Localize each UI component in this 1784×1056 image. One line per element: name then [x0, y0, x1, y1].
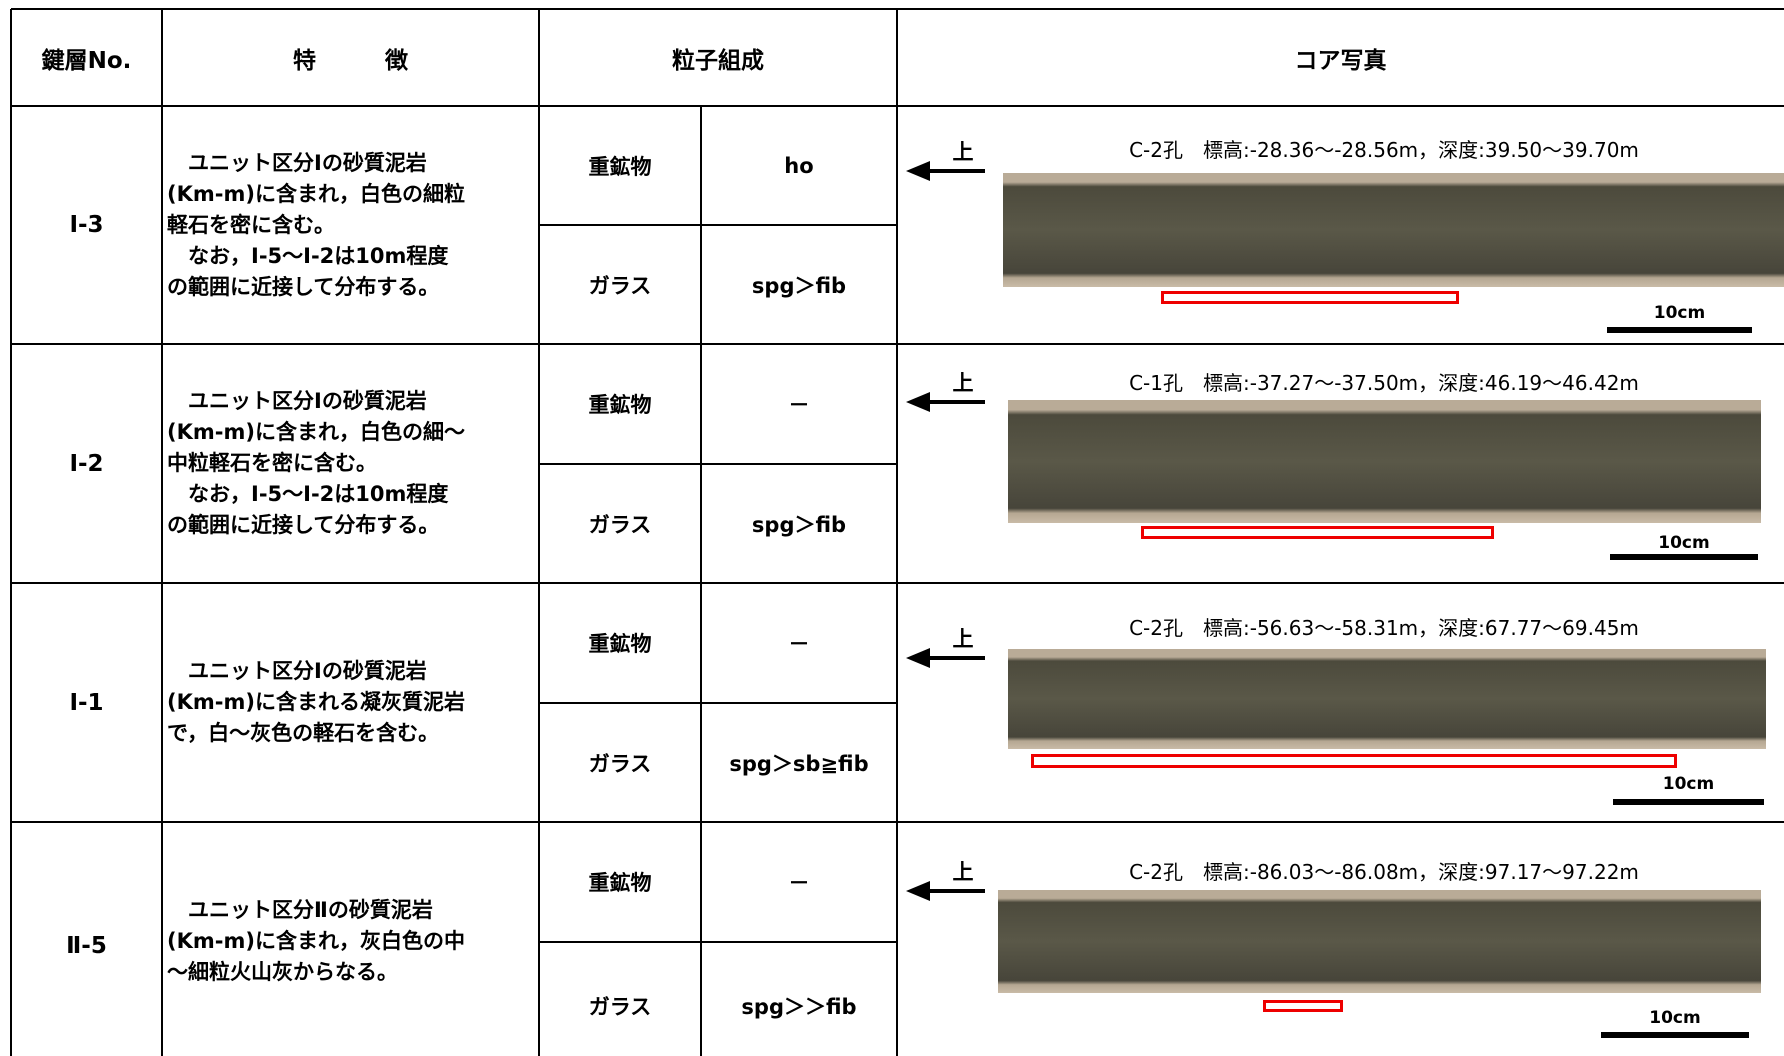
arrow-head — [906, 881, 930, 901]
heavy-label: 重鉱物 — [588, 393, 652, 417]
arrow-head — [906, 392, 930, 412]
column-border — [538, 9, 540, 1056]
arrow-shaft — [915, 656, 985, 660]
up-label: 上 — [952, 627, 974, 651]
sample-range — [1141, 526, 1494, 539]
up-label: 上 — [952, 860, 974, 884]
glass-value: spg＞＞fib — [741, 995, 857, 1019]
scale-label: 10cm — [1653, 303, 1706, 323]
feature-line: 中粒軽石を密に含む。 — [167, 451, 377, 475]
core-photo — [1008, 649, 1766, 749]
heavy-label: 重鉱物 — [588, 632, 652, 656]
arrow-shaft — [915, 400, 985, 404]
glass-label: ガラス — [588, 995, 652, 1019]
glass-value: spg＞sb≧fib — [729, 751, 869, 776]
core-photo — [1008, 400, 1761, 523]
sample-range — [1161, 291, 1459, 304]
arrow-shaft — [915, 889, 985, 893]
column-border — [700, 106, 702, 1056]
arrow-head — [906, 648, 930, 668]
feature-line: ユニット区分Ⅱの砂質泥岩 — [167, 897, 433, 922]
feature-line: (Km-m)に含まれ，白色の細粒 — [167, 181, 465, 206]
sample-range — [1031, 754, 1677, 768]
scale-bar — [1601, 1032, 1749, 1038]
feature-line: ユニット区分Ⅰの砂質泥岩 — [167, 659, 427, 683]
column-border — [896, 9, 898, 1056]
glass-label: ガラス — [588, 273, 652, 298]
key-no: Ⅰ-1 — [69, 689, 104, 716]
key-no: Ⅰ-2 — [69, 450, 104, 477]
sub-row-border — [539, 702, 897, 704]
up-label: 上 — [952, 371, 974, 395]
core-caption: C-2孔 標高:-28.36～-28.56m，深度:39.50～39.70m — [1129, 138, 1639, 162]
header-cell: コア写真 — [1294, 47, 1387, 74]
heavy-value: － — [788, 871, 810, 895]
header-cell: 粒子組成 — [672, 47, 764, 74]
core-photo — [998, 890, 1761, 993]
feature-line: で，白～灰色の軽石を含む。 — [167, 721, 440, 745]
scale-label: 10cm — [1649, 1008, 1701, 1028]
feature-line: ユニット区分Ⅰの砂質泥岩 — [167, 150, 427, 175]
glass-value: spg＞fib — [751, 273, 847, 298]
heavy-label: 重鉱物 — [588, 154, 652, 179]
feature-line: なお，Ⅰ-5～Ⅰ-2は10m程度 — [167, 482, 449, 506]
heavy-value: ho — [784, 153, 814, 178]
scale-bar — [1607, 327, 1752, 333]
feature-line: なお，Ⅰ-5～Ⅰ-2は10m程度 — [167, 243, 449, 268]
header-cell: 特 徴 — [293, 47, 408, 74]
key-no: Ⅱ-5 — [66, 933, 107, 959]
arrow-head — [906, 161, 930, 181]
sub-row-border — [539, 941, 897, 943]
up-label: 上 — [952, 140, 974, 164]
core-caption: C-1孔 標高:-37.27～-37.50m，深度:46.19～46.42m — [1129, 371, 1639, 395]
core-caption: C-2孔 標高:-56.63～-58.31m，深度:67.77～69.45m — [1129, 616, 1639, 640]
feature-line: ～細粒火山灰からなる。 — [167, 959, 398, 984]
sub-row-border — [539, 224, 897, 226]
core-photo — [1003, 173, 1784, 287]
scale-label: 10cm — [1662, 774, 1715, 794]
heavy-label: 重鉱物 — [588, 871, 652, 895]
glass-value: spg＞fib — [751, 512, 847, 537]
feature-line: ユニット区分Ⅰの砂質泥岩 — [167, 389, 427, 413]
feature-line: (Km-m)に含まれ，灰白色の中 — [167, 928, 465, 953]
scale-bar — [1613, 799, 1764, 805]
heavy-value: － — [788, 393, 810, 417]
column-border — [10, 9, 12, 1056]
feature-line: の範囲に近接して分布する。 — [167, 513, 440, 537]
feature-line: 軽石を密に含む。 — [167, 212, 335, 237]
glass-label: ガラス — [588, 751, 652, 776]
key-no: Ⅰ-3 — [69, 212, 104, 238]
scale-bar — [1610, 554, 1758, 560]
header-cell: 鍵層No. — [41, 47, 132, 74]
glass-label: ガラス — [588, 512, 652, 537]
scale-label: 10cm — [1658, 533, 1710, 553]
feature-line: の範囲に近接して分布する。 — [167, 274, 440, 299]
feature-line: (Km-m)に含まれ，白色の細～ — [167, 420, 465, 444]
sub-row-border — [539, 463, 897, 465]
arrow-shaft — [915, 169, 985, 173]
core-caption: C-2孔 標高:-86.03～-86.08m，深度:97.17～97.22m — [1129, 860, 1639, 884]
column-border — [161, 9, 163, 1056]
heavy-value: － — [788, 632, 810, 656]
sample-range — [1263, 1000, 1343, 1012]
feature-line: (Km-m)に含まれる凝灰質泥岩 — [167, 690, 465, 714]
